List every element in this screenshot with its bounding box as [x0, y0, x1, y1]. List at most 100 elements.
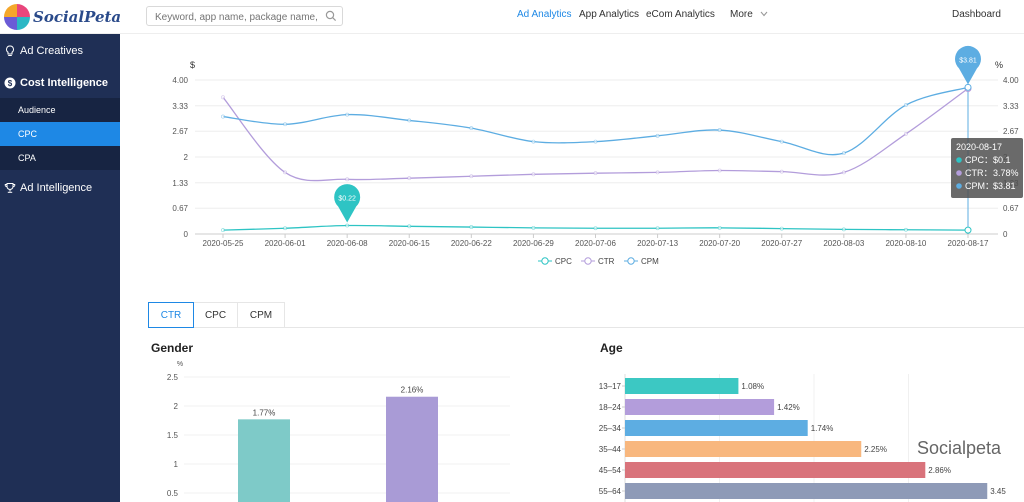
data-point-cpc [283, 226, 287, 231]
marker-pin-cpm: $3.81 [954, 45, 982, 85]
y-tick-label-right: 2.67 [1003, 127, 1019, 136]
search-box [146, 6, 343, 27]
metric-tabs: CTR CPC CPM [148, 302, 285, 328]
nav-more[interactable]: More [730, 9, 753, 20]
data-point-cpc [717, 225, 722, 230]
sidebar-subitem-audience[interactable]: Audience [0, 98, 120, 122]
logo[interactable]: SocialPeta [4, 4, 134, 30]
tab-cpm[interactable]: CPM [238, 302, 285, 328]
data-point-cpm [531, 139, 536, 144]
legend-marker-cpm [627, 257, 635, 265]
search-input[interactable] [147, 8, 319, 27]
left-axis-unit: $ [190, 60, 195, 70]
data-point-cpc [469, 225, 474, 229]
sidebar-subitem-cpc[interactable]: CPC [0, 122, 120, 146]
legend-label-ctr: CTR [598, 257, 615, 266]
gender-y-tick-label: 2.5 [167, 373, 179, 382]
x-tick-label: 2020-07-06 [575, 239, 616, 248]
gender-bar-label: 2.16% [401, 386, 424, 395]
x-tick-label: 2020-06-22 [451, 239, 492, 248]
data-point-cpc [407, 224, 412, 229]
y-tick-label-right: 4.00 [1003, 76, 1019, 85]
y-tick-label-left: 0.67 [172, 204, 188, 213]
age-bar [625, 378, 739, 394]
y-tick-label-left: 3.33 [172, 102, 188, 111]
tooltip-title: 2020-08-17 [956, 142, 1002, 152]
tooltip-row-name: CTR： [965, 168, 993, 178]
age-category-label: 25–34 [599, 424, 622, 433]
tooltip-dot [956, 170, 962, 176]
sidebar-item-label: Ad Intelligence [20, 182, 93, 194]
age-category-label: 45–54 [599, 466, 622, 475]
marker-pin-shape [334, 184, 361, 223]
nav-dashboard[interactable]: Dashboard [952, 9, 1001, 20]
watermark: Socialpeta [917, 438, 1002, 458]
data-point-cpm [407, 118, 412, 123]
data-point-cpc [779, 226, 784, 231]
marker-pin-label: $3.81 [959, 57, 977, 64]
legend-marker-ctr [584, 257, 592, 265]
tooltip-row-name: CPC： [965, 155, 993, 165]
y-tick-label-left: 2 [184, 153, 189, 162]
x-tick-label: 2020-08-17 [948, 239, 989, 248]
data-point-ctr [841, 170, 846, 175]
x-tick-label: 2020-07-27 [761, 239, 802, 248]
nav-app-analytics[interactable]: App Analytics [579, 9, 640, 20]
age-bar [625, 483, 988, 499]
sidebar-item-cost-intelligence[interactable]: $ Cost Intelligence [0, 70, 120, 96]
data-point-ctr [717, 168, 722, 173]
data-point-cpm [964, 83, 972, 91]
age-bar [625, 441, 862, 457]
legend-marker-cpc [541, 257, 549, 265]
data-point-cpm [904, 103, 908, 107]
y-tick-label-right: 0 [1003, 230, 1008, 239]
x-tick-label: 2020-06-01 [265, 239, 306, 248]
age-bar-label: 2.86% [928, 466, 951, 475]
search-icon[interactable] [325, 10, 337, 22]
age-bar-label: 1.42% [777, 403, 800, 412]
sidebar-item-ad-intelligence[interactable]: Ad Intelligence [0, 175, 120, 201]
tooltip-row-value: 3.78% [993, 168, 1019, 178]
data-point-cpc [593, 226, 598, 231]
x-tick-label: 2020-06-29 [513, 239, 554, 248]
y-tick-label-right: 3.33 [1003, 102, 1019, 111]
data-point-ctr [407, 176, 412, 181]
tooltip-dot [956, 157, 962, 163]
chevron-down-icon[interactable] [760, 11, 768, 17]
data-point-ctr [345, 177, 350, 182]
age-bar [625, 462, 926, 478]
y-tick-label-right: 0.67 [1003, 204, 1019, 213]
data-point-ctr [655, 170, 660, 175]
age-bar-label: 1.08% [741, 382, 764, 391]
marker-pin-label: $0.22 [338, 196, 356, 203]
legend-label-cpc: CPC [555, 257, 572, 266]
tooltip-row-name: CPM： [965, 181, 994, 191]
x-tick-label: 2020-06-08 [327, 239, 368, 248]
nav-ad-analytics[interactable]: Ad Analytics [517, 9, 572, 20]
tab-ctr[interactable]: CTR [148, 302, 194, 328]
data-point-cpm [345, 112, 350, 117]
sidebar: Ad Creatives $ Cost Intelligence Audienc… [0, 34, 120, 502]
svg-text:$: $ [8, 79, 13, 88]
sidebar-item-ad-creatives[interactable]: Ad Creatives [0, 38, 120, 64]
sidebar-subitem-cpa[interactable]: CPA [0, 146, 120, 170]
data-point-cpm [717, 128, 722, 132]
data-point-ctr [593, 171, 598, 176]
data-point-ctr [904, 131, 908, 136]
gender-bar-chart: % 0.5 1 1.5 2 2.5 1.77% 2.16% [167, 361, 510, 502]
data-point-cpc [841, 227, 846, 232]
age-category-label: 13–17 [599, 382, 622, 391]
y-tick-label-left: 0 [184, 230, 189, 239]
data-point-cpm [469, 126, 474, 131]
data-point-ctr [469, 174, 474, 179]
x-tick-label: 2020-07-13 [637, 239, 678, 248]
tooltip-row-value: $0.1 [993, 155, 1011, 165]
legend-label-cpm: CPM [641, 257, 659, 266]
age-category-label: 35–44 [599, 445, 622, 454]
sidebar-item-label: Ad Creatives [20, 45, 83, 57]
trend-line-chart: $%000.670.671.331.33222.672.673.333.334.… [172, 45, 1023, 266]
nav-ecom-analytics[interactable]: eCom Analytics [646, 9, 715, 20]
tab-cpc[interactable]: CPC [194, 302, 238, 328]
data-point-cpc [655, 226, 660, 231]
